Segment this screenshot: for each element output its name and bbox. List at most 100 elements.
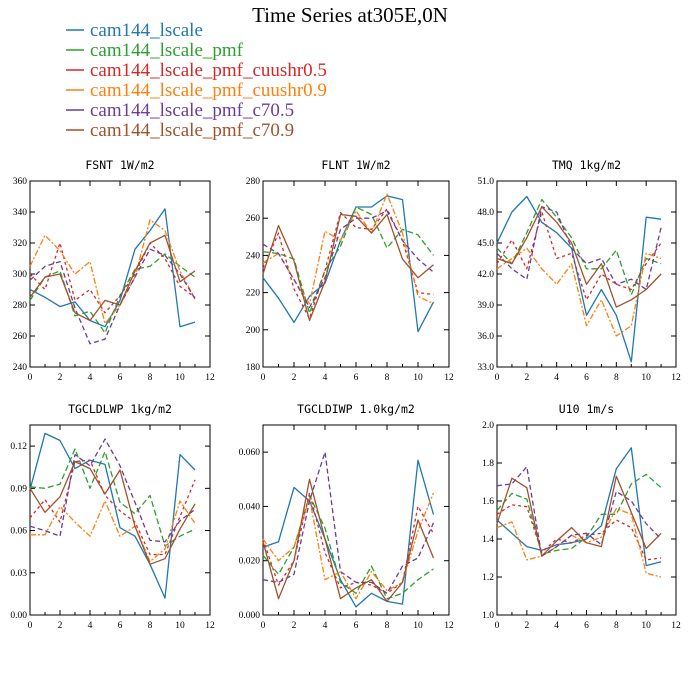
panel-2-ytick-label-0: 33.0 xyxy=(477,363,494,373)
panel-2-ytick-label-5: 48.0 xyxy=(477,208,494,218)
panel-1-xtick-label-4: 8 xyxy=(385,373,390,383)
panel-4-xtick-label-3: 6 xyxy=(354,621,359,631)
panel-2-series-3-line xyxy=(496,247,662,337)
panel-2-xtick-label-4: 8 xyxy=(614,373,619,383)
panel-0-ytick-label-0: 240 xyxy=(13,363,28,373)
panel-1-series-2-line xyxy=(262,208,434,320)
panel-2-ytick-label-1: 36.0 xyxy=(477,332,494,342)
panel-5-xtick-label-1: 2 xyxy=(524,621,529,631)
panel-5: U10 1m/s 0 2 4 6 8 10 12 1.0 1.2 1.4 1.6 1.8 2.0 xyxy=(482,402,681,631)
panel-0-series-3-line xyxy=(29,219,196,325)
legend-label-0: cam144_lscale xyxy=(90,20,203,41)
legend-label-1: cam144_lscale_pmf xyxy=(90,40,244,61)
panel-4-ytick-label-3: 0.060 xyxy=(239,448,261,458)
legend-label-2: cam144_lscale_pmf_cuushr0.5 xyxy=(90,60,327,81)
panel-5-ytick-label-5: 2.0 xyxy=(482,421,494,431)
panel-3-ytick-label-2: 0.06 xyxy=(10,527,27,537)
panel-0-ytick-label-6: 360 xyxy=(13,177,28,187)
panel-5-xtick-label-2: 4 xyxy=(554,621,559,631)
panel-2-series-4-line xyxy=(496,206,662,291)
panel-3-xtick-label-6: 12 xyxy=(205,621,215,631)
panel-4-series-1-line xyxy=(262,494,434,600)
panel-1-xtick-label-0: 0 xyxy=(261,373,266,383)
panel-5-xtick-label-5: 10 xyxy=(641,621,651,631)
panel-0-xtick-label-2: 4 xyxy=(88,373,93,383)
panel-0-title: FSNT 1W/m2 xyxy=(85,158,154,172)
panel-5-xtick-label-3: 6 xyxy=(584,621,589,631)
panel-2-xtick-label-2: 4 xyxy=(554,373,559,383)
panel-4-xtick-label-0: 0 xyxy=(261,621,266,631)
panel-4-xtick-label-4: 8 xyxy=(385,621,390,631)
panel-2-series-0-line xyxy=(496,195,662,363)
legend-label-4: cam144_lscale_pmf_c70.5 xyxy=(90,100,294,121)
panel-1-ytick-label-1: 200 xyxy=(246,326,261,336)
panel-5-ytick-label-1: 1.2 xyxy=(482,573,494,583)
panel-4-ytick-label-1: 0.020 xyxy=(239,557,261,567)
panel-3-ytick-label-1: 0.03 xyxy=(10,569,27,579)
panel-0-ytick-label-5: 340 xyxy=(13,208,28,218)
panel-1-ytick-label-2: 220 xyxy=(246,289,261,299)
panel-2-xtick-label-3: 6 xyxy=(584,373,589,383)
panel-4-ytick-label-2: 0.040 xyxy=(239,502,261,512)
panel-5-title: U10 1m/s xyxy=(559,402,614,416)
panel-2-xtick-label-6: 12 xyxy=(671,373,681,383)
panel-1-series-4-line xyxy=(262,210,434,309)
panel-0-series-5-line xyxy=(29,234,196,322)
panel-5-series-3-line xyxy=(496,507,662,578)
panel-4-xtick-label-6: 12 xyxy=(444,621,454,631)
panel-3-series-3-line xyxy=(30,500,196,563)
panel-5-ytick-label-2: 1.4 xyxy=(482,535,494,545)
panel-1-xtick-label-5: 10 xyxy=(413,373,423,383)
panel-5-series-2-line xyxy=(496,504,662,561)
legend-label-3: cam144_lscale_pmf_cuushr0.9 xyxy=(90,80,327,101)
panel-0-ytick-label-3: 300 xyxy=(13,270,28,280)
panel-3: TGCLDLWP 1kg/m2 0 2 4 6 8 10 12 0.00 0.03 0.06 0.09… xyxy=(10,402,215,631)
panel-2-title: TMQ 1kg/m2 xyxy=(552,158,621,172)
panel-4-xtick-label-2: 4 xyxy=(323,621,328,631)
panel-2-xtick-label-5: 10 xyxy=(641,373,651,383)
panel-4-series-2-line xyxy=(262,492,435,594)
panel-2-series-2-line xyxy=(496,211,662,301)
panel-3-xtick-label-2: 4 xyxy=(88,621,93,631)
panel-1-xtick-label-3: 6 xyxy=(354,373,359,383)
panel-3-xtick-label-1: 2 xyxy=(58,621,63,631)
panel-5-xtick-label-4: 8 xyxy=(614,621,619,631)
panel-2-series-5-line xyxy=(496,206,662,308)
panel-5-series-0-line xyxy=(496,447,662,567)
panel-5-ytick-label-0: 1.0 xyxy=(482,611,494,621)
legend-label-5: cam144_lscale_pmf_c70.9 xyxy=(90,120,294,141)
panel-3-xtick-label-0: 0 xyxy=(28,621,33,631)
panel-3-ytick-label-3: 0.09 xyxy=(10,484,27,494)
panel-0-xtick-label-4: 8 xyxy=(148,373,153,383)
panel-0-xtick-label-6: 12 xyxy=(205,373,215,383)
panel-5-xtick-label-0: 0 xyxy=(495,621,500,631)
panel-3-series-2-line xyxy=(29,459,196,556)
panel-0-series-4-line xyxy=(29,248,196,345)
panel-2: TMQ 1kg/m2 0 2 4 6 8 10 12 33.0 36.0 39.0 42.0 45.0 4… xyxy=(477,158,681,383)
panel-1-xtick-label-6: 12 xyxy=(444,373,454,383)
panel-3-title: TGCLDLWP 1kg/m2 xyxy=(68,402,172,416)
legend: cam144_lscalecam144_lscale_pmfcam144_lsc… xyxy=(66,20,327,141)
panel-0-xtick-label-5: 10 xyxy=(175,373,185,383)
panel-5-series-4-line xyxy=(496,466,662,557)
panel-1-ytick-label-3: 240 xyxy=(246,251,261,261)
panel-3-xtick-label-4: 8 xyxy=(148,621,153,631)
panel-3-series-1-line xyxy=(29,448,196,547)
panel-1-xtick-label-2: 4 xyxy=(323,373,328,383)
panel-3-series-0-line xyxy=(29,432,196,599)
panel-1-ytick-label-4: 260 xyxy=(246,214,261,224)
panel-3-ytick-label-0: 0.00 xyxy=(10,611,27,621)
panel-1: FLNT 1W/m2 0 2 4 6 8 10 12 180 200 220 240 260 280 xyxy=(246,158,454,383)
panel-1-xtick-label-1: 2 xyxy=(292,373,297,383)
panel-4-xtick-label-5: 10 xyxy=(413,621,423,631)
panel-0: FSNT 1W/m2 0 2 4 6 8 10 12 240 260 280 300 320 340 360 xyxy=(13,158,215,383)
panel-3-series-4-line xyxy=(29,438,196,543)
panel-2-ytick-label-2: 39.0 xyxy=(477,301,494,311)
panel-5-series-5-line xyxy=(496,475,662,557)
figure-title: Time Series at305E,0N xyxy=(252,3,448,27)
panel-4-series-5-line xyxy=(262,478,435,603)
panel-3-series-5-line xyxy=(29,460,196,565)
panel-0-xtick-label-1: 2 xyxy=(58,373,63,383)
